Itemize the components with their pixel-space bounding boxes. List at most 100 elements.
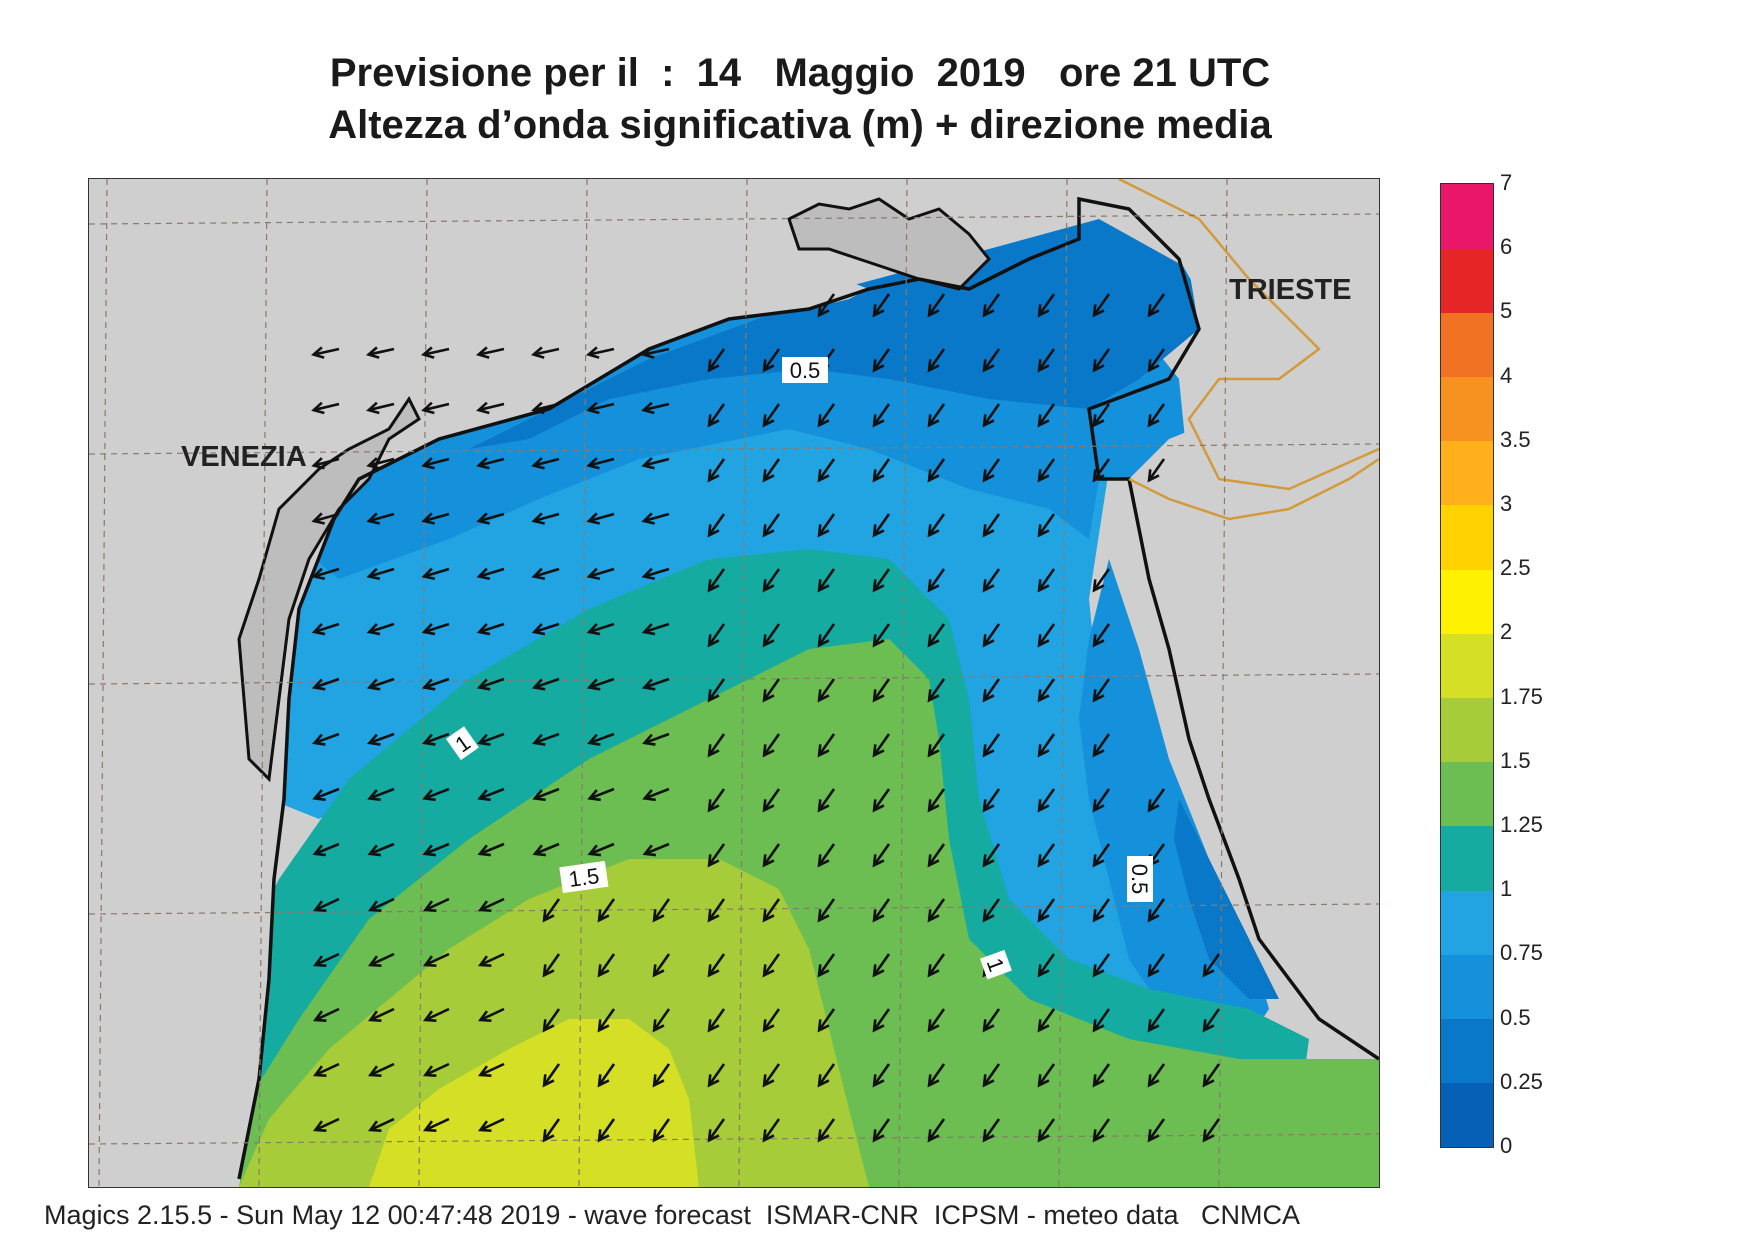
wave-arrow-head [421, 457, 435, 470]
wave-arrow-head [597, 964, 610, 978]
wave-arrow-shaft [983, 898, 1001, 922]
wave-arrow-shaft [763, 403, 781, 427]
wave-arrow-head [872, 469, 885, 483]
wave-arrow-head [587, 844, 602, 857]
legend-tick-label: 5 [1500, 298, 1513, 324]
wave-arrow-head [817, 634, 830, 648]
wave-arrow-shaft [1038, 1063, 1056, 1087]
legend-swatch [1441, 761, 1493, 827]
wave-arrow-head [312, 844, 327, 857]
wave-arrow-shaft [368, 677, 395, 689]
wave-arrow-shaft [1093, 403, 1111, 427]
wave-arrow-head [927, 1129, 940, 1143]
wave-arrow-shaft [653, 953, 671, 977]
wave-arrow-shaft [818, 293, 836, 317]
wave-arrow-head [422, 789, 436, 802]
wave-arrow-head [982, 1129, 995, 1143]
border-line [1118, 179, 1379, 521]
wave-arrow-shaft [368, 457, 395, 467]
wave-arrow-shaft [873, 293, 891, 317]
wave-arrow-shaft [313, 457, 340, 467]
wave-arrow-head [872, 414, 885, 428]
wave-arrow-shaft [478, 402, 505, 412]
legend-swatch [1441, 1018, 1493, 1084]
wave-arrow-head [872, 854, 885, 868]
wave-arrow-shaft [368, 567, 395, 578]
wave-arrow-shaft [873, 1008, 891, 1032]
wave-arrow-shaft [313, 677, 340, 689]
wave-arrow-shaft [479, 732, 505, 745]
wave-arrow-shaft [589, 787, 615, 800]
wave-arrow-head [1037, 854, 1050, 868]
wave-arrow-shaft [643, 567, 670, 578]
legend-tick-label: 6 [1500, 234, 1513, 260]
wave-arrow-shaft [1093, 788, 1111, 812]
wave-arrow-head [1147, 359, 1160, 373]
wave-arrow-head [872, 634, 885, 648]
wave-arrow-shaft [533, 512, 560, 523]
legend-tick-label: 1.75 [1500, 683, 1543, 709]
wave-arrow-head [982, 414, 995, 428]
wave-arrow-head [927, 799, 940, 813]
wave-arrow-head [422, 1010, 437, 1022]
wave-arrow-shaft [983, 348, 1001, 372]
wave-arrow-head [652, 1129, 665, 1143]
color-legend [1440, 183, 1494, 1148]
wave-arrow-shaft [983, 403, 1001, 427]
wave-arrow-head [762, 359, 775, 373]
wave-arrow-shaft [314, 842, 340, 856]
wave-arrow-head [367, 1065, 382, 1077]
wave-arrow-head [1147, 964, 1160, 978]
wave-arrow-head [707, 964, 720, 978]
wave-arrow-shaft [763, 513, 781, 537]
wave-arrow-head [1092, 469, 1105, 483]
wave-arrow-shaft [928, 458, 946, 482]
wave-arrow-shaft [313, 347, 340, 356]
wave-arrow-shaft [653, 1008, 671, 1032]
wave-arrow-shaft [983, 788, 1001, 812]
wave-arrow-shaft [533, 347, 560, 356]
wave-arrow-head [1037, 689, 1050, 703]
wave-arrow-head [982, 1019, 995, 1033]
wave-arrow-head [872, 909, 885, 923]
wave-arrow-shaft [543, 898, 561, 922]
wave-arrow-shaft [1203, 953, 1221, 977]
wave-arrow-head [597, 1129, 610, 1143]
wave-arrow-shaft [818, 1118, 836, 1142]
wave-arrow-shaft [314, 732, 340, 745]
wave-arrow-shaft [423, 402, 450, 412]
wave-arrow-head [762, 1074, 775, 1088]
wave-arrow-shaft [479, 952, 505, 967]
wave-arrow-head [587, 789, 601, 802]
wave-arrow-shaft [928, 348, 946, 372]
wave-arrow-head [1037, 744, 1050, 758]
footer-credits: Magics 2.15.5 - Sun May 12 00:47:48 2019… [44, 1200, 1301, 1230]
wave-arrow-head [927, 1019, 940, 1033]
wave-arrow-head [422, 1120, 437, 1132]
wave-arrow-head [762, 689, 775, 703]
land-northeast [1079, 179, 1379, 1059]
city-label-venezia: VENEZIA [181, 441, 307, 473]
legend-swatch [1441, 954, 1493, 1020]
wave-arrow-head [586, 401, 600, 415]
wave-arrow-shaft [708, 788, 726, 812]
wave-arrow-head [367, 1120, 382, 1132]
wave-arrow-head [597, 1074, 610, 1088]
wave-arrow-shaft [928, 513, 946, 537]
wave-arrow-shaft [369, 1062, 395, 1077]
wave-arrow-head [366, 512, 380, 525]
wave-arrow-head [1147, 909, 1160, 923]
wave-arrow-shaft [818, 458, 836, 482]
wave-arrow-shaft [873, 898, 891, 922]
wave-arrow-head [1092, 359, 1105, 373]
wave-arrow-head [366, 457, 380, 470]
wave-arrow-head [542, 1074, 555, 1088]
wave-arrow-head [312, 789, 326, 802]
wave-arrow-head [707, 854, 720, 868]
legend-swatch [1441, 248, 1493, 313]
wave-arrow-head [1037, 414, 1050, 428]
wave-arrow-shaft [818, 1063, 836, 1087]
wave-arrow-head [367, 844, 382, 857]
wave-arrow-head [1202, 964, 1215, 978]
wave-arrow-shaft [313, 402, 340, 412]
